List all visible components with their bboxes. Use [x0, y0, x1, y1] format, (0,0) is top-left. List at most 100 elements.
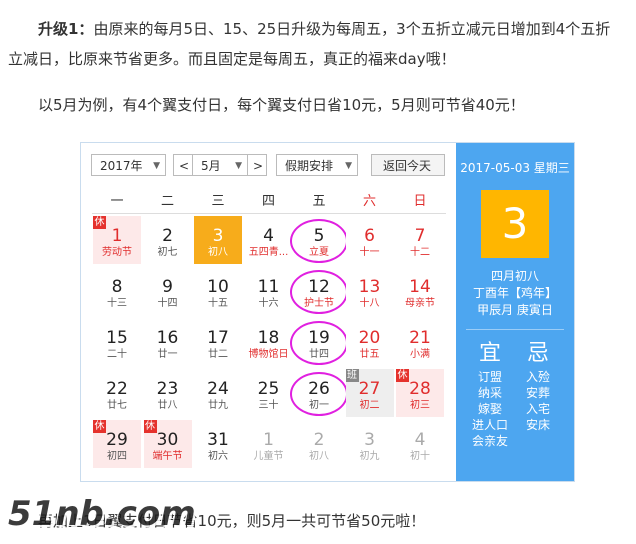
- day-number: 31: [207, 430, 229, 450]
- lunar: 初四: [107, 451, 127, 462]
- ji: 忌 入殓 安葬 入宅 安床: [518, 339, 558, 433]
- day-cell[interactable]: 15 二十: [93, 318, 141, 366]
- day-cell[interactable]: 休 28 初三: [396, 369, 444, 417]
- holiday-select[interactable]: 假期安排 ▼: [276, 154, 358, 176]
- lunar: 二十: [107, 349, 127, 360]
- day-number: 13: [358, 277, 381, 297]
- day-number: 24: [207, 379, 229, 399]
- day-cell[interactable]: 14 母亲节: [396, 267, 444, 315]
- day-cell[interactable]: 22 廿七: [93, 369, 141, 417]
- paragraph-3: 再加上1日翼支付日节省10元，则5月一共可节省50元啦！: [38, 512, 426, 530]
- day-number: 10: [207, 277, 229, 297]
- yi-item: 嫁娶: [477, 402, 502, 416]
- day-cell[interactable]: 2 初八: [295, 420, 343, 468]
- side-panel: 2017-05-03 星期三 3 四月初八 丁酉年【鸡年】 甲辰月 庚寅日 宜 …: [456, 143, 574, 481]
- yi-title: 宜: [478, 341, 501, 366]
- day-cell[interactable]: 8 十三: [93, 267, 141, 315]
- day-number: 18: [257, 328, 280, 348]
- label: 假期安排: [285, 159, 334, 173]
- day-cell[interactable]: 10 十五: [194, 267, 242, 315]
- label: 5月: [201, 159, 221, 173]
- yi-item: 订盟: [477, 370, 502, 384]
- lunar: 初七: [157, 247, 178, 258]
- weekday: 日: [413, 194, 427, 209]
- paragraph-2: 以5月为例，有4个翼支付日，每个翼支付日省10元，5月则可节省40元！: [38, 96, 525, 114]
- day-cell[interactable]: 3 初八: [194, 216, 242, 264]
- circle: [290, 219, 348, 263]
- day-cell[interactable]: 9 十四: [143, 267, 192, 315]
- lunar: 廿二: [208, 349, 228, 360]
- lunar: 廿八: [157, 400, 178, 411]
- today-button[interactable]: 返回今天: [371, 154, 445, 176]
- day-cell[interactable]: 31 初六: [194, 420, 242, 468]
- day-cell[interactable]: 18 博物馆日: [244, 318, 293, 366]
- day-number: 30: [156, 430, 179, 450]
- circle: [290, 321, 348, 365]
- day-cell[interactable]: 班 27 初二: [345, 369, 394, 417]
- lunar: 十五: [208, 298, 228, 309]
- ji-item: 入宅: [525, 402, 550, 416]
- yi-item: 会亲友: [471, 434, 508, 448]
- day-cell[interactable]: 4 五四青...: [244, 216, 293, 264]
- lunar: 端午节: [152, 451, 183, 462]
- day-cell[interactable]: 2 初七: [143, 216, 192, 264]
- day-cell[interactable]: 17 廿二: [194, 318, 242, 366]
- day-cell[interactable]: 7 十二: [396, 216, 444, 264]
- day-cell[interactable]: 3 初九: [345, 420, 394, 468]
- day-cell[interactable]: 24 廿九: [194, 369, 242, 417]
- day-number: 3: [212, 226, 224, 246]
- badge: 休: [396, 369, 409, 382]
- day-number: 14: [409, 277, 431, 297]
- day-number: 2: [313, 430, 325, 450]
- lunar: 十四: [157, 298, 178, 309]
- lunar: 五四青...: [248, 247, 289, 258]
- day-cell[interactable]: 16 廿一: [143, 318, 192, 366]
- ganzhi: 甲辰月 庚寅日: [477, 303, 553, 317]
- weekday: 四: [261, 194, 275, 209]
- lunar: 廿七: [107, 400, 127, 411]
- day-cell[interactable]: 6 十一: [345, 216, 394, 264]
- badge: 休: [143, 420, 157, 433]
- weekday: 三: [211, 194, 225, 209]
- lunar: 十三: [107, 298, 127, 309]
- lunar: 十八: [359, 298, 380, 309]
- yi-item: 进人口: [471, 418, 508, 432]
- day-cell[interactable]: 11 十六: [244, 267, 293, 315]
- calendar: 2017年 ▼ < 5月 ▼ > 假期安排 ▼ 返回今天 一二三四五六日休 1 劳动节 2 初…: [80, 142, 575, 482]
- day-cell[interactable]: 13 十八: [345, 267, 394, 315]
- lunar: 十六: [258, 298, 279, 309]
- prev-month[interactable]: <: [173, 154, 193, 176]
- day-cell[interactable]: 20 廿五: [345, 318, 394, 366]
- day-number: 25: [257, 379, 280, 399]
- day-number: 1: [263, 430, 274, 450]
- lunar: 博物馆日: [248, 349, 289, 360]
- lunar: 十二: [410, 247, 430, 258]
- badge: 班: [345, 369, 359, 382]
- day-cell[interactable]: 休 29 初四: [93, 420, 141, 468]
- weekday: 五: [312, 194, 326, 209]
- year-select[interactable]: 2017年 ▼: [91, 154, 166, 176]
- lunar: 十一: [359, 247, 380, 258]
- day-cell[interactable]: 1 儿童节: [244, 420, 293, 468]
- next-month[interactable]: >: [247, 154, 267, 176]
- day-number: 11: [257, 277, 280, 297]
- lunar: 三十: [258, 400, 279, 411]
- day-cell[interactable]: 23 廿八: [143, 369, 192, 417]
- circle: [290, 270, 348, 314]
- day-cell[interactable]: 休 1 劳动节: [93, 216, 141, 264]
- day-cell[interactable]: 4 初十: [396, 420, 444, 468]
- day-number: 7: [414, 226, 426, 246]
- lunar: 初九: [359, 451, 380, 462]
- day-number: 29: [106, 430, 128, 450]
- day-cell[interactable]: 21 小满: [396, 318, 444, 366]
- day-number: 28: [409, 379, 431, 399]
- yi: 宜 订盟 纳采 嫁娶 进人口 会亲友: [470, 339, 510, 449]
- month-select[interactable]: 5月 ▼: [192, 154, 248, 176]
- circle: [290, 372, 348, 416]
- day-cell[interactable]: 休 30 端午节: [143, 420, 192, 468]
- day-cell[interactable]: 25 三十: [244, 369, 293, 417]
- header-rule: [92, 213, 446, 214]
- day-number: 1: [111, 226, 123, 246]
- lunar: 小满: [410, 349, 430, 360]
- ji-item: 安葬: [525, 386, 550, 400]
